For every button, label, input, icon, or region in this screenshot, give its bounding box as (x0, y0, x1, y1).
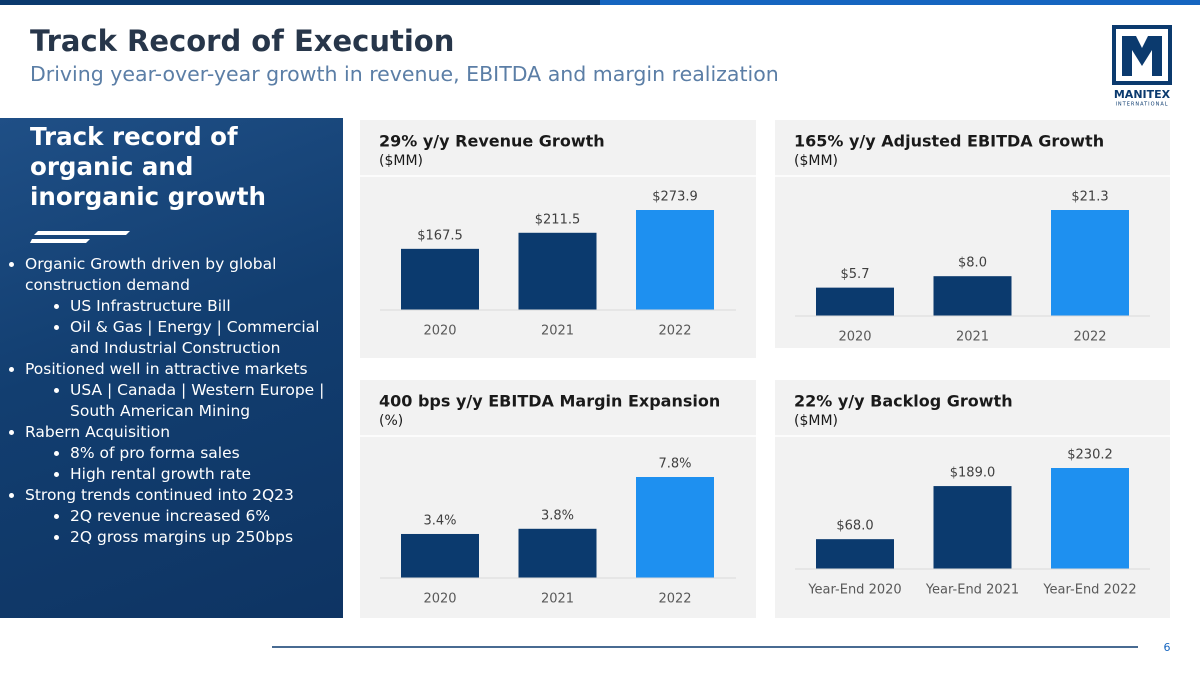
bar (1051, 210, 1129, 316)
bullet-text: Rabern Acquisition (25, 423, 171, 441)
x-tick-label: 2020 (423, 324, 456, 339)
x-tick-label: Year-End 2020 (807, 583, 901, 598)
logo: MANITEX INTERNATIONAL (1112, 25, 1172, 108)
value-label: 3.4% (423, 513, 456, 528)
bar (1051, 468, 1129, 569)
value-label: $211.5 (535, 212, 581, 227)
value-label: $5.7 (841, 267, 870, 282)
value-label: $273.9 (652, 190, 698, 205)
bullet-text: Positioned well in attractive markets (25, 360, 308, 378)
bullet: Organic Growth driven by global construc… (25, 254, 343, 359)
chart-title: 29% y/y Revenue Growth (379, 132, 605, 151)
bullet: Positioned well in attractive markets USA… (25, 359, 343, 422)
value-label: $68.0 (836, 519, 873, 534)
decoration (30, 231, 130, 243)
sub-bullet: Oil & Gas | Energy | Commercial and Indu… (70, 317, 343, 359)
sub-bullet: 8% of pro forma sales (70, 443, 343, 464)
bullet-text: Strong trends continued into 2Q23 (25, 486, 294, 504)
page-number: 6 (1164, 641, 1171, 654)
bullet-text: Organic Growth driven by global construc… (25, 255, 277, 294)
sub-bullet: 2Q gross margins up 250bps (70, 527, 343, 548)
value-label: $230.2 (1067, 448, 1113, 463)
logo-tagline: INTERNATIONAL (1115, 102, 1168, 108)
value-label: 7.8% (658, 457, 691, 472)
bar (401, 533, 479, 578)
x-tick-label: 2022 (1073, 330, 1106, 345)
logo-mark (1122, 36, 1162, 76)
x-tick-label: 2021 (541, 324, 574, 339)
logo-box (1112, 25, 1172, 85)
chart-subtitle: ($MM) (794, 413, 838, 429)
bullet-list: Organic Growth driven by global construc… (8, 254, 343, 548)
page-subtitle: Driving year-over-year growth in revenue… (30, 62, 779, 86)
top-bar (0, 0, 600, 5)
sidebar-heading: Track record of organic and inorganic gr… (30, 122, 266, 211)
sub-list: US Infrastructure BillOil & Gas | Energy… (25, 296, 343, 359)
sub-list: USA | Canada | Western Europe | South Am… (25, 380, 343, 422)
sub-bullet: High rental growth rate (70, 464, 343, 485)
sub-list: 2Q revenue increased 6%2Q gross margins … (25, 506, 343, 548)
value-label: $8.0 (958, 256, 987, 271)
x-tick-label: 2022 (658, 592, 691, 607)
chart-title: 400 bps y/y EBITDA Margin Expansion (379, 392, 720, 411)
sidebar: Track record of organic and inorganic gr… (0, 118, 343, 618)
bar (636, 210, 714, 310)
value-label: $21.3 (1071, 190, 1108, 205)
value-label: 3.8% (541, 508, 574, 523)
chart-subtitle: ($MM) (379, 153, 423, 169)
bar (401, 248, 479, 310)
bar (816, 287, 894, 316)
x-tick-label: 2022 (658, 324, 691, 339)
x-tick-label: 2020 (423, 592, 456, 607)
bar (518, 232, 597, 310)
chart-subtitle: (%) (379, 413, 403, 429)
bullet: Rabern Acquisition 8% of pro forma salesH… (25, 422, 343, 485)
chart-title: 165% y/y Adjusted EBITDA Growth (794, 132, 1104, 151)
top-bar (600, 0, 1200, 5)
chart-subtitle: ($MM) (794, 153, 838, 169)
bar (933, 486, 1012, 569)
value-label: $189.0 (950, 466, 996, 481)
x-tick-label: Year-End 2022 (1042, 583, 1136, 598)
bar (933, 276, 1012, 316)
x-tick-label: 2020 (838, 330, 871, 345)
value-label: $167.5 (417, 228, 463, 243)
sub-bullet: 2Q revenue increased 6% (70, 506, 343, 527)
page-title: Track Record of Execution (30, 24, 454, 58)
x-tick-label: 2021 (956, 330, 989, 345)
sub-bullet: US Infrastructure Bill (70, 296, 343, 317)
logo-name: MANITEX (1114, 88, 1171, 101)
bullet: Strong trends continued into 2Q23 2Q reve… (25, 485, 343, 548)
bar (636, 477, 714, 578)
bar (816, 539, 894, 569)
sub-list: 8% of pro forma salesHigh rental growth … (25, 443, 343, 485)
x-tick-label: 2021 (541, 592, 574, 607)
chart-title: 22% y/y Backlog Growth (794, 392, 1013, 411)
x-tick-label: Year-End 2021 (925, 583, 1019, 598)
sub-bullet: USA | Canada | Western Europe | South Am… (70, 380, 343, 422)
bar (518, 528, 597, 578)
